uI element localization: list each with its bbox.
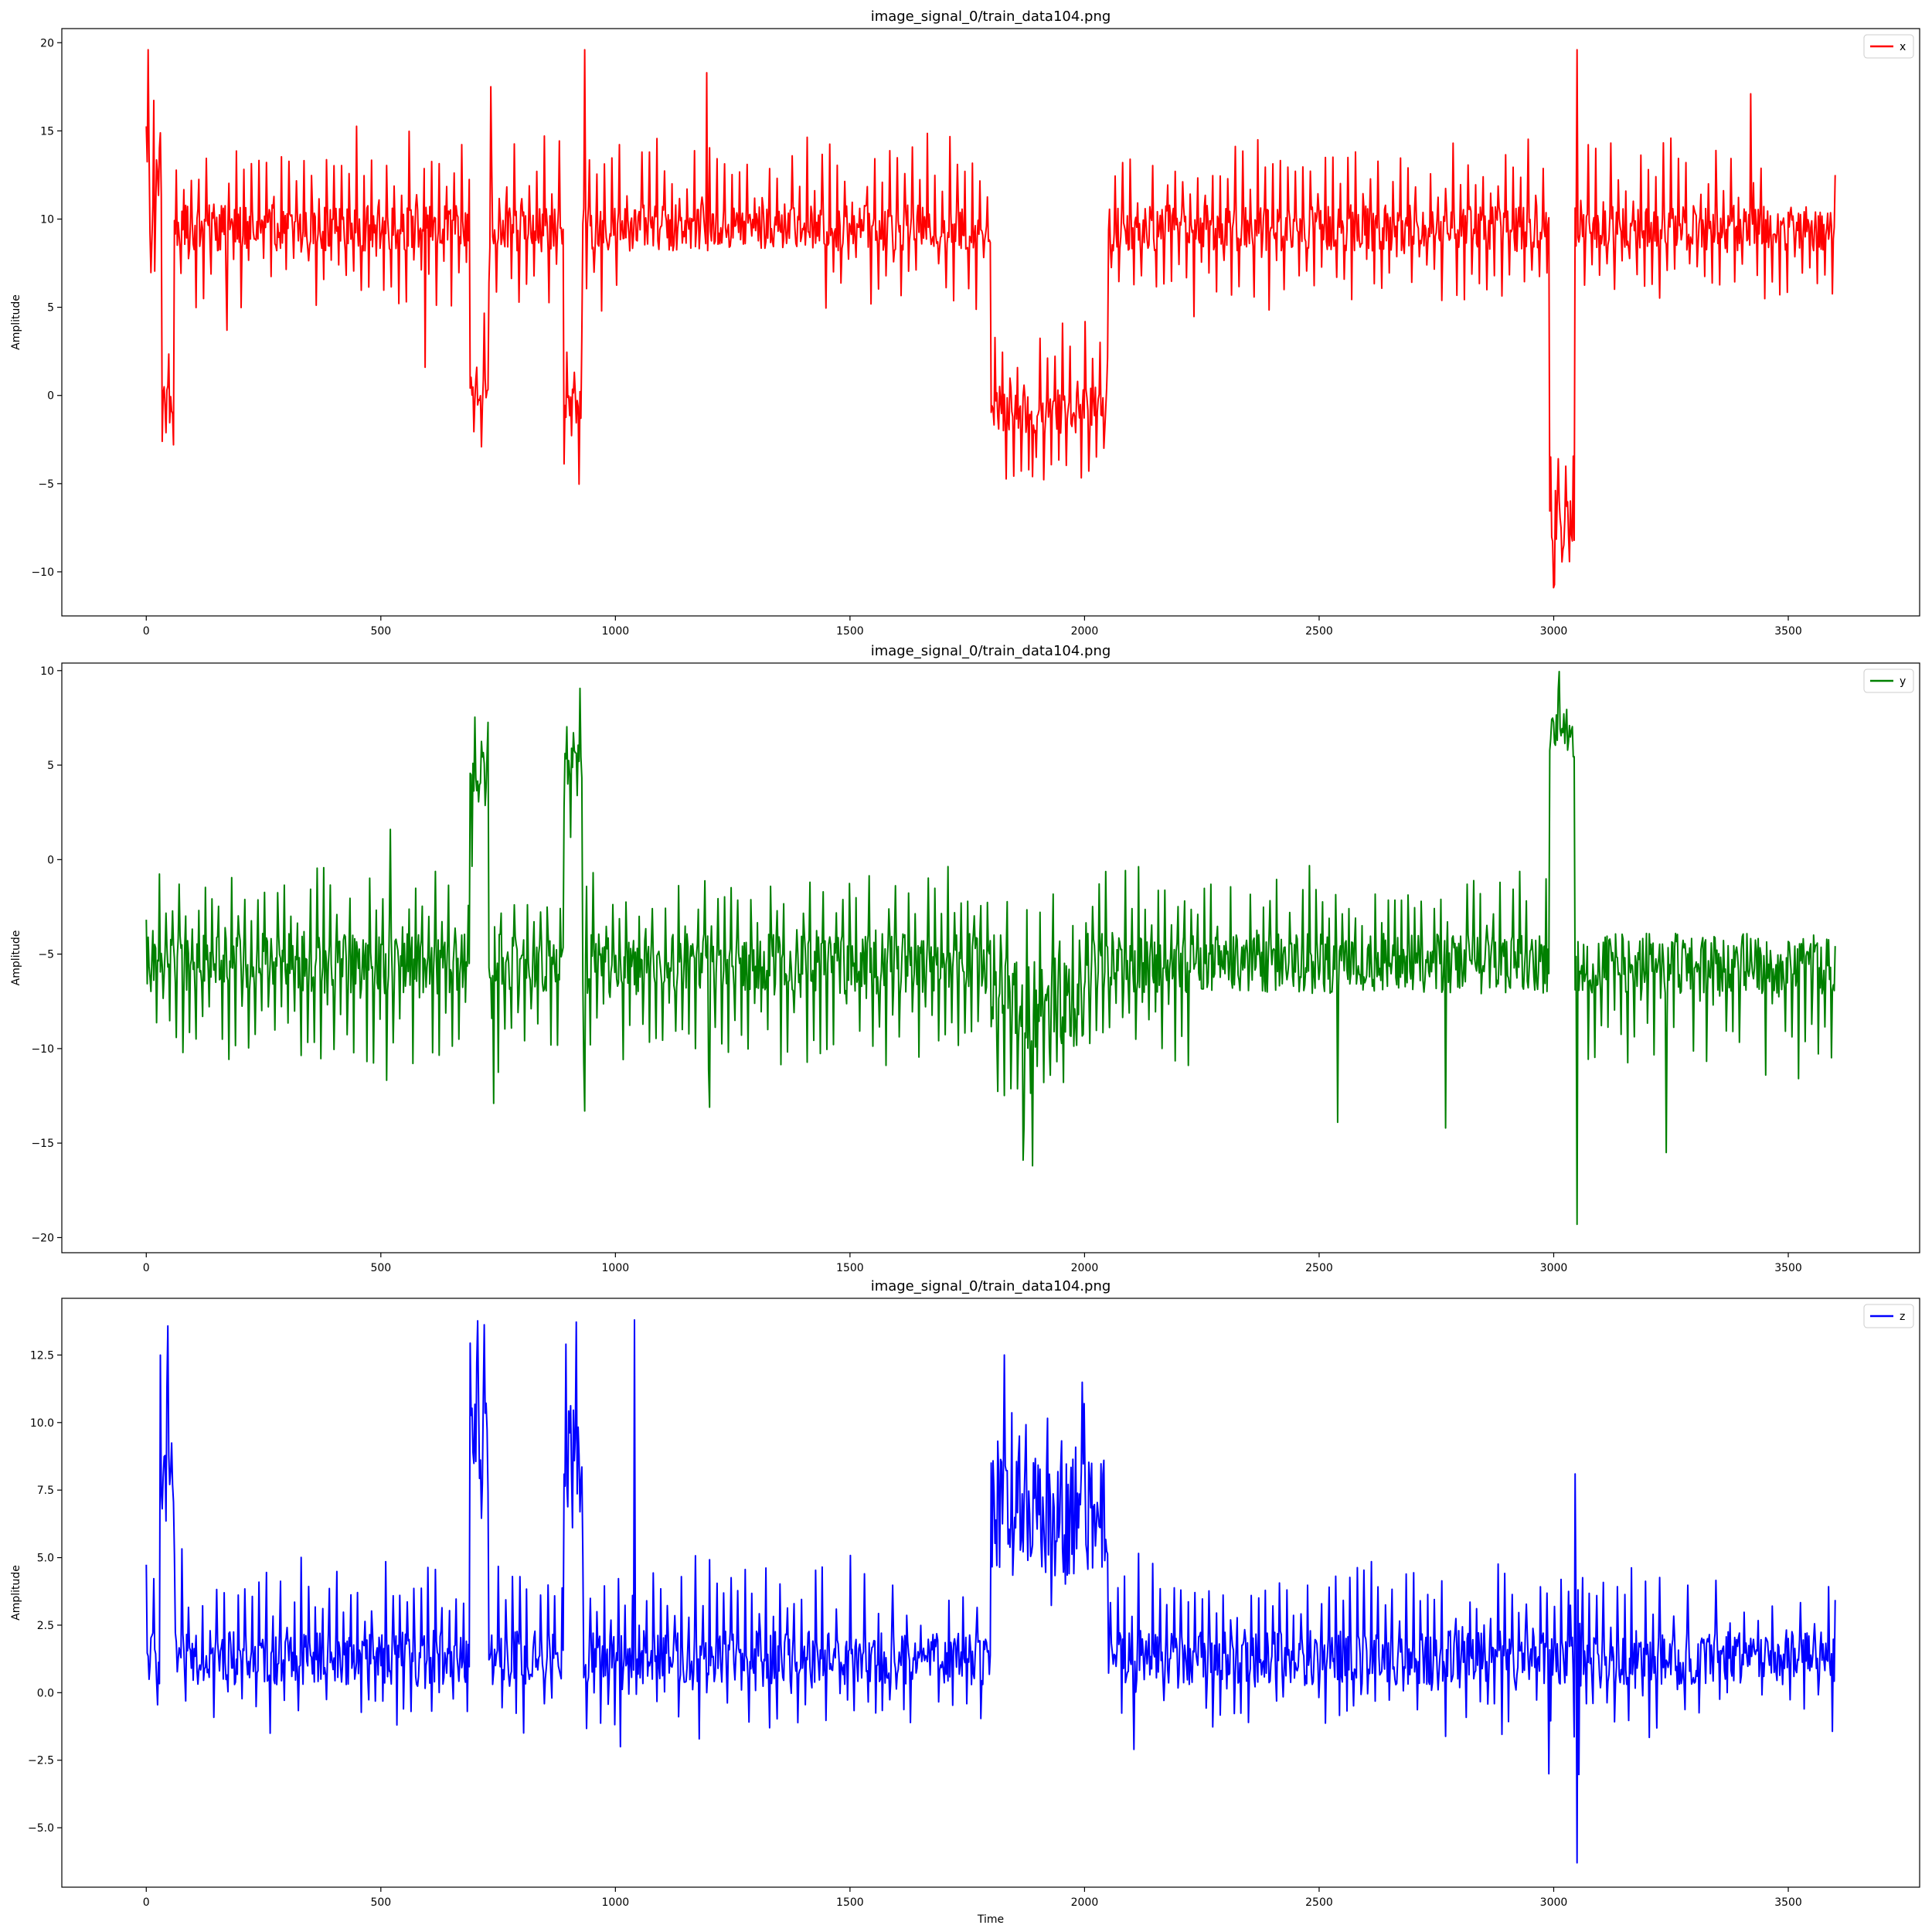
legend: x — [1863, 34, 1914, 59]
y-tick-label: 10.0 — [30, 1417, 54, 1430]
y-tick-label: 0 — [47, 854, 54, 866]
legend-label-z: z — [1900, 1311, 1905, 1323]
x-tick-label: 3500 — [1774, 625, 1802, 638]
x-tick-label: 0 — [143, 1262, 150, 1274]
x-tick-label: 1000 — [602, 1262, 630, 1274]
chart-panel-2: image_signal_0/train_data104.png 0 500 1000… — [10, 643, 1920, 1274]
x-tick-label: 3500 — [1774, 1262, 1802, 1274]
y-tick-label: −15 — [31, 1138, 54, 1150]
y-tick-label: −10 — [31, 566, 54, 579]
x-tick-label: 2500 — [1305, 625, 1333, 638]
y-tick-label: 5 — [47, 302, 54, 315]
y-tick-label: −5.0 — [28, 1822, 54, 1835]
series-line-y — [145, 671, 1836, 1226]
x-tick-label: 3000 — [1540, 1896, 1568, 1909]
y-tick-label: 15 — [40, 125, 54, 138]
chart-panel-3: image_signal_0/train_data104.png 0 500 1000… — [10, 1278, 1920, 1926]
x-tick-label: 1000 — [602, 1896, 630, 1909]
plot-frame — [61, 28, 1920, 617]
x-tick-label: 500 — [370, 1896, 391, 1909]
y-tick-label: 10 — [40, 213, 54, 226]
y-tick-label: 12.5 — [30, 1349, 54, 1362]
x-tick-label: 2500 — [1305, 1896, 1333, 1909]
legend-label-x: x — [1900, 41, 1906, 53]
x-axis-label: Time — [977, 1913, 1004, 1926]
chart-panel-1: image_signal_0/train_data104.png 0 500 1000… — [10, 9, 1920, 638]
y-tick-label: −20 — [31, 1232, 54, 1244]
x-tick-label: 500 — [370, 625, 391, 638]
x-tick-label: 1500 — [836, 1262, 864, 1274]
x-tick-label: 1500 — [836, 1896, 864, 1909]
y-axis-label: Amplitude — [10, 1565, 22, 1621]
y-tick-label: 2.5 — [37, 1620, 54, 1632]
y-tick-label: 0 — [47, 390, 54, 403]
x-tick-label: 0 — [143, 1896, 150, 1909]
legend-label-y: y — [1900, 675, 1906, 688]
series-line-x — [145, 49, 1836, 589]
y-tick-label: −5 — [38, 478, 54, 491]
x-tick-label: 1000 — [602, 625, 630, 638]
x-tick-label: 3000 — [1540, 625, 1568, 638]
chart-title: image_signal_0/train_data104.png — [871, 1278, 1111, 1294]
legend: z — [1863, 1304, 1914, 1328]
x-tick-label: 2000 — [1071, 625, 1099, 638]
x-tick-label: 500 — [370, 1262, 391, 1274]
y-tick-label: 5.0 — [37, 1553, 54, 1565]
plot-frame — [61, 1298, 1920, 1888]
y-tick-label: 5 — [47, 760, 54, 772]
x-tick-label: 0 — [143, 625, 150, 638]
x-tick-label: 1500 — [836, 625, 864, 638]
x-tick-label: 2000 — [1071, 1896, 1099, 1909]
x-tick-label: 3500 — [1774, 1896, 1802, 1909]
x-tick-label: 2000 — [1071, 1262, 1099, 1274]
y-tick-label: −5 — [38, 949, 54, 961]
y-axis-label: Amplitude — [10, 930, 22, 986]
x-tick-label: 2500 — [1305, 1262, 1333, 1274]
y-tick-label: −10 — [31, 1043, 54, 1056]
y-tick-label: 10 — [40, 665, 54, 678]
chart-title: image_signal_0/train_data104.png — [871, 9, 1111, 25]
y-tick-label: 20 — [40, 37, 54, 49]
y-tick-label: 0.0 — [37, 1687, 54, 1699]
legend: y — [1863, 668, 1914, 693]
series-line-z — [145, 1319, 1836, 1864]
chart-title: image_signal_0/train_data104.png — [871, 643, 1111, 659]
y-tick-label: −2.5 — [28, 1755, 54, 1767]
y-tick-label: 7.5 — [37, 1485, 54, 1497]
y-axis-label: Amplitude — [10, 294, 22, 350]
plot-frame — [61, 662, 1920, 1253]
x-tick-label: 3000 — [1540, 1262, 1568, 1274]
